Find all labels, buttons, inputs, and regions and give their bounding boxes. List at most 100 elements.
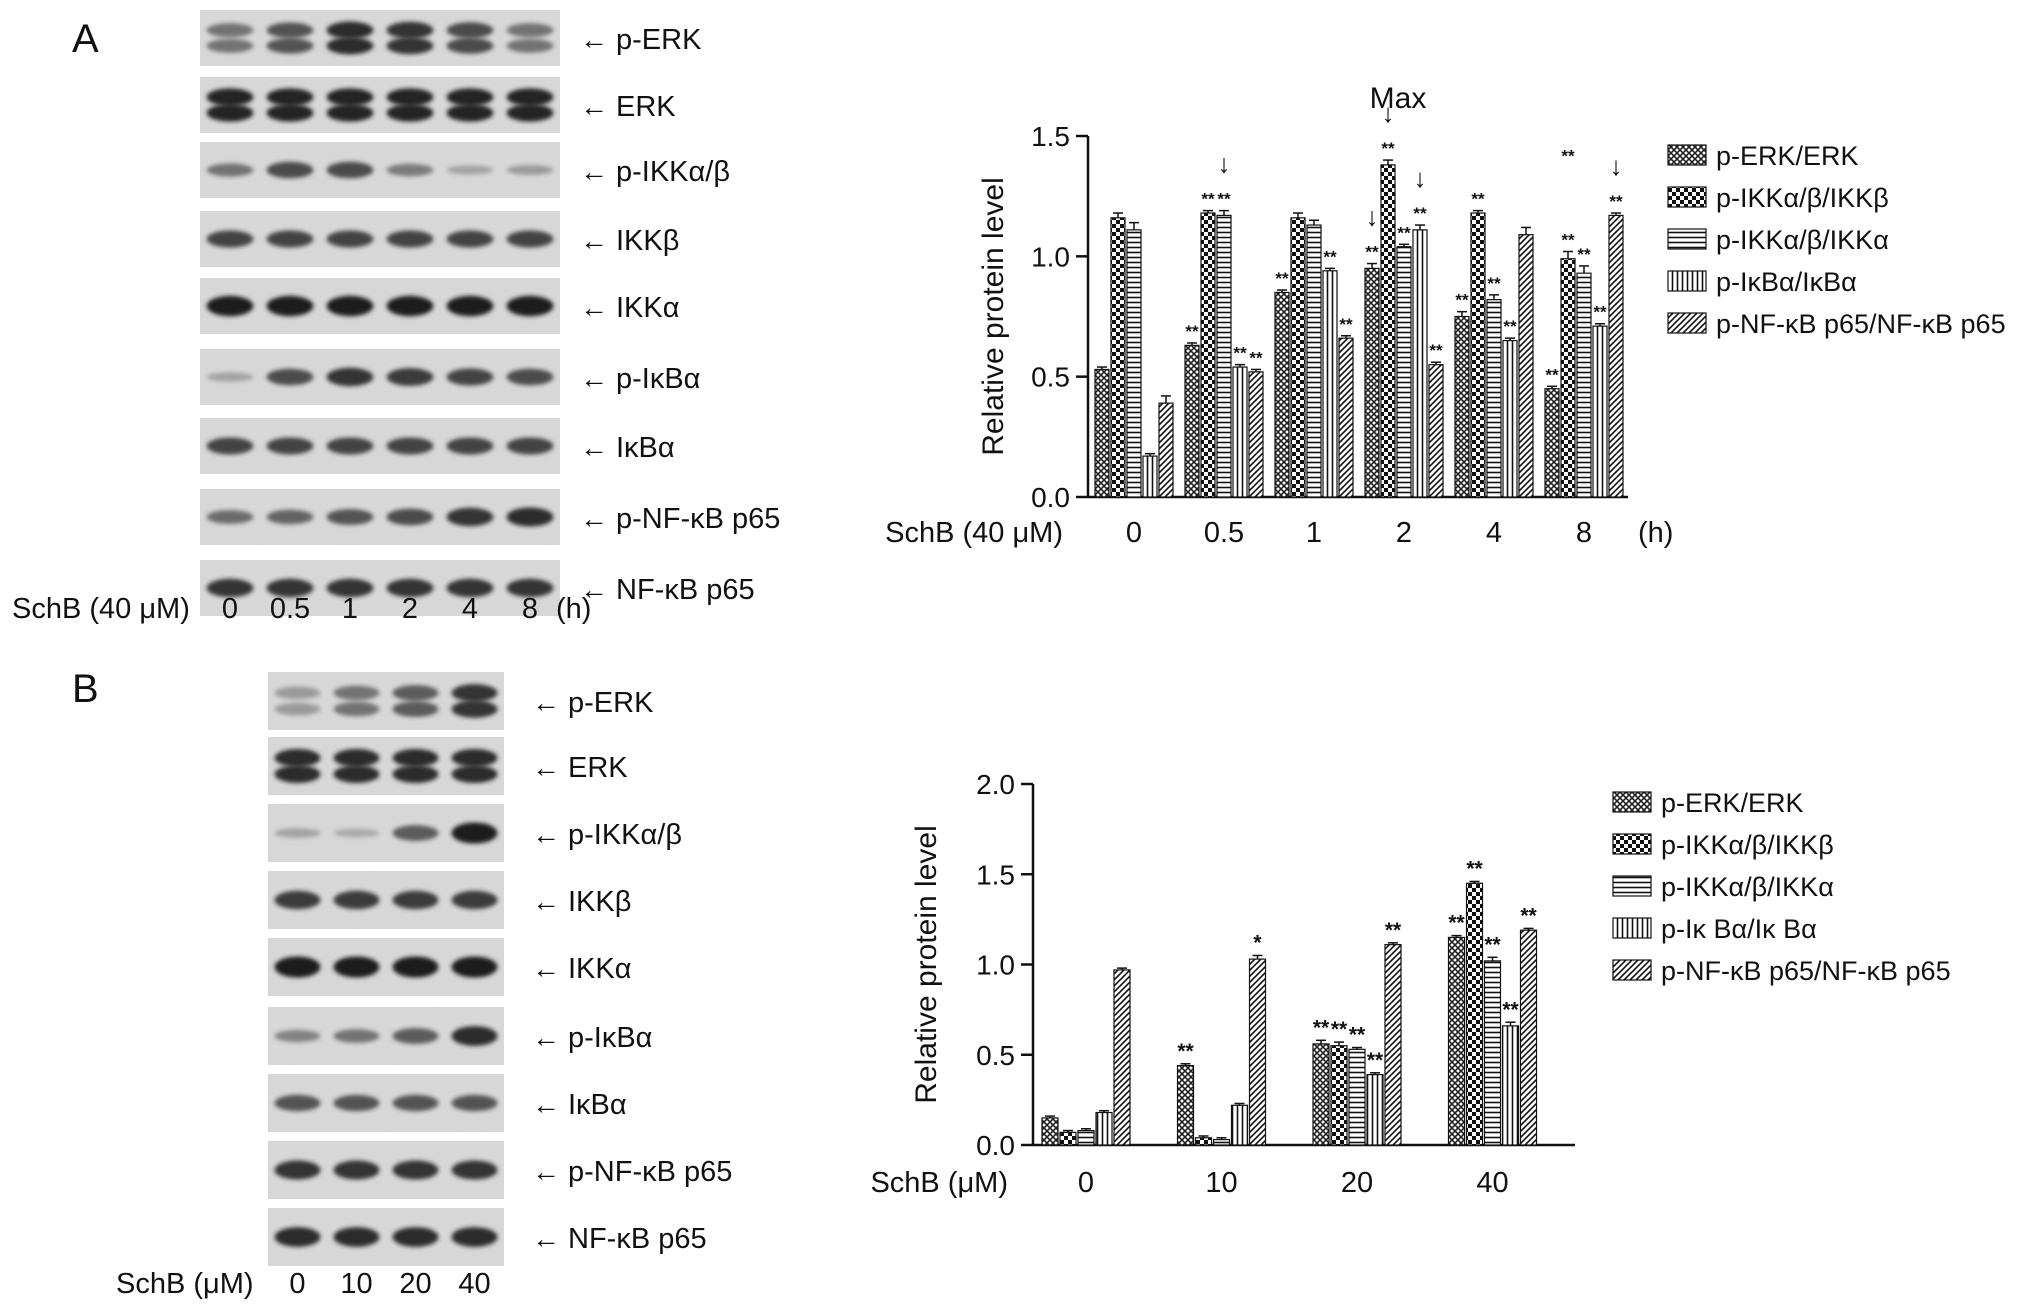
bar-p-ikk-ikk [1194, 1137, 1213, 1146]
y-tick-label: 0.0 [1031, 482, 1070, 513]
blot-label-ikk: IKKβ [568, 886, 631, 918]
y-tick-label: 0.5 [1031, 362, 1070, 393]
blot-label-arrow: ← [532, 687, 560, 718]
blot-condition-label: SchB (μM) [116, 1268, 254, 1300]
max-label: Max [1370, 82, 1427, 115]
y-tick-label: 1.5 [1031, 121, 1070, 152]
significance-marker: ** [1448, 912, 1465, 935]
blot-strip-texture [200, 349, 560, 405]
blot-band [451, 1160, 498, 1180]
blot-band [451, 822, 498, 844]
bar-p-i-b-i-b [1142, 455, 1158, 498]
blot-band [333, 828, 380, 838]
blot-label-arrow: ← [532, 1223, 560, 1254]
blot-band [451, 956, 498, 978]
blot-band [274, 1160, 321, 1180]
x-tick-label: 0 [1078, 1167, 1094, 1199]
blot-lane-label: 0 [222, 593, 238, 625]
panel-b-label: B [72, 667, 99, 711]
significance-marker: ** [1249, 348, 1263, 367]
blot-label-ikk: IKKβ [616, 225, 679, 257]
legend-label-p-i-b-i-b: p-IκBα/IκBα [1716, 267, 1857, 297]
blot-band [206, 104, 254, 122]
blot-band [333, 1094, 380, 1112]
significance-marker: ** [1466, 857, 1483, 880]
blot-band [506, 104, 554, 122]
blot-label-arrow: ← [532, 1156, 560, 1187]
blot-label-p-i-b: p-IκBα [616, 363, 700, 395]
blot-band [446, 104, 494, 122]
bar-p-ikk-ikk [1486, 299, 1502, 498]
blot-band [446, 507, 494, 527]
bar-p-ikk-ikk [1396, 246, 1412, 498]
y-tick-label: 1.5 [976, 859, 1015, 890]
bar-p-ikk-ikk [1560, 258, 1576, 498]
blot-strip-ikk [200, 278, 560, 334]
blot-band [333, 748, 380, 767]
blot-band [206, 295, 254, 317]
bar-p-ikk-ikk [1465, 882, 1484, 1146]
blot-band [506, 368, 554, 386]
blot-strip-texture [200, 278, 560, 334]
significance-marker: ** [1177, 1040, 1194, 1063]
bar-p-erk-erk [1312, 1043, 1330, 1146]
blot-label-erk: ERK [568, 752, 628, 784]
blot-strip-texture [200, 77, 560, 133]
blot-band [392, 890, 439, 910]
legend-swatch-p-ikk-ikk [1612, 875, 1652, 897]
blot-band [274, 828, 321, 838]
blot-label-arrow: ← [532, 1022, 560, 1053]
significance-marker: ** [1577, 245, 1591, 264]
blot-band [206, 88, 254, 106]
blot-band [274, 1029, 321, 1043]
bar-p-i-b-i-b [1501, 1025, 1520, 1146]
legend-label-p-ikk-ikk: p-IKKα/β/IKKβ [1716, 183, 1889, 213]
legend-swatch-p-nf-b-p65-nf-b-p65 [1667, 312, 1707, 334]
bar-p-ikk-ikk [1077, 1129, 1095, 1146]
bar-p-nf-b-p65-nf-b-p65 [1519, 929, 1538, 1146]
blot-band [326, 161, 374, 179]
y-tick-label: 1.0 [976, 950, 1015, 981]
down-arrow-annotation: ↓ [1366, 202, 1379, 232]
significance-marker: ** [1484, 933, 1501, 956]
blot-band [446, 295, 494, 317]
significance-marker: ** [1185, 322, 1199, 341]
blot-band [326, 88, 374, 106]
blot-label-i-b: IκBα [616, 432, 675, 464]
significance-marker: ** [1323, 247, 1337, 266]
blot-lane-label: 0.5 [270, 593, 310, 625]
bar-p-nf-b-p65-nf-b-p65 [1338, 337, 1354, 498]
bar-p-ikk-ikk [1110, 217, 1126, 498]
blot-strip-texture [200, 560, 560, 616]
blot-label-arrow: ← [580, 363, 608, 394]
blot-band [386, 295, 434, 317]
blot-label-p-ikk: p-IKKα/β [568, 819, 682, 851]
blot-band [274, 1094, 321, 1112]
blot-band [266, 295, 314, 317]
blot-band [386, 21, 434, 39]
blot-label-arrow: ← [580, 292, 608, 323]
blot-unit-label: (h) [556, 593, 591, 625]
x-axis-title: SchB (μM) [870, 1167, 1008, 1199]
legend-label-p-erk-erk: p-ERK/ERK [1716, 141, 1859, 171]
significance-marker: ** [1429, 341, 1443, 360]
significance-marker: ** [1381, 139, 1395, 158]
blot-label-nf-b-p65: NF-κB p65 [616, 574, 755, 606]
blot-band [446, 368, 494, 386]
blot-strip-ikk [200, 211, 560, 267]
bar-p-ikk-ikk [1212, 1138, 1231, 1146]
significance-marker: ** [1545, 365, 1559, 384]
bar-p-nf-b-p65-nf-b-p65 [1518, 234, 1534, 498]
bar-p-nf-b-p65-nf-b-p65 [1428, 364, 1444, 498]
blot-band [392, 1227, 439, 1247]
legend-label-p-nf-b-p65-nf-b-p65: p-NF-κB p65/NF-κB p65 [1661, 956, 1951, 986]
blot-band [326, 367, 374, 387]
blot-strip-texture [200, 10, 560, 66]
blot-label-p-ikk: p-IKKα/β [616, 156, 730, 188]
legend-swatch-p-erk-erk [1667, 144, 1707, 166]
y-tick-label: 0.5 [976, 1040, 1015, 1071]
blot-band [266, 161, 314, 179]
x-axis-title: SchB (40 μM) [885, 517, 1063, 549]
blot-band [326, 21, 374, 39]
blot-band [333, 890, 380, 910]
